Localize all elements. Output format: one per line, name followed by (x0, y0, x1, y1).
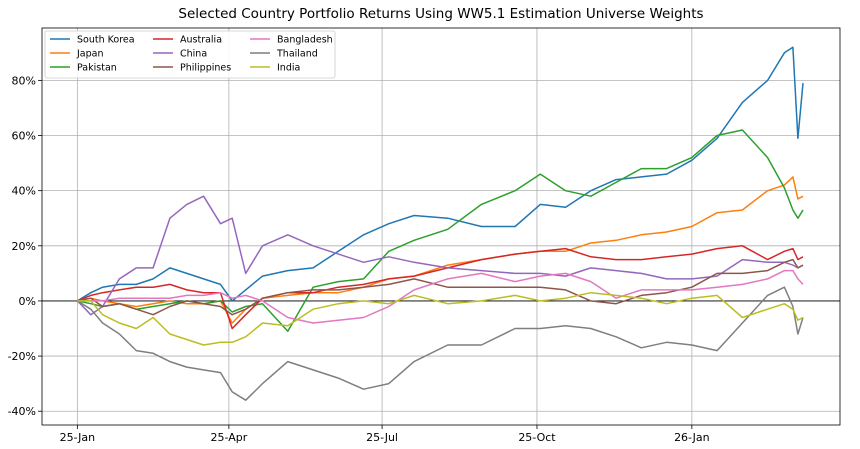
series-line-south-korea (77, 46, 804, 302)
legend-item: China (153, 49, 207, 60)
legend-item: Philippines (153, 63, 231, 74)
x-tick-label: 25-Apr (210, 431, 247, 444)
x-tick-label: 25-Jan (60, 431, 96, 444)
series-line-bangladesh (77, 269, 804, 324)
legend-item: Bangladesh (250, 35, 333, 46)
legend-label: Thailand (276, 49, 318, 60)
y-tick-label: -40% (8, 405, 36, 418)
y-tick-label: 20% (12, 240, 36, 253)
x-tick-label: 26-Jan (674, 431, 710, 444)
series-line-thailand (77, 286, 804, 401)
plot-frame (41, 27, 841, 426)
legend: South Korea Japan Pakistan Australia China Ph… (44, 30, 336, 79)
y-tick-label: 80% (12, 74, 36, 87)
legend-label: Bangladesh (277, 35, 333, 46)
legend-item: Japan (50, 49, 104, 60)
y-tick-label: -20% (8, 350, 36, 363)
y-tick-label: 40% (12, 185, 36, 198)
legend-label: Japan (76, 49, 104, 60)
series-lines (76, 46, 804, 401)
legend-item: Thailand (250, 49, 318, 60)
legend-label: South Korea (77, 35, 135, 46)
legend-label: Philippines (180, 63, 231, 74)
legend-item: South Korea (50, 35, 135, 46)
grid-lines (42, 28, 840, 425)
x-tick-label: 25-Oct (518, 431, 556, 444)
legend-label: Australia (180, 35, 222, 46)
legend-label: Pakistan (77, 63, 117, 74)
y-axis: -40% -20% 0% 20% 40% 60% 80% (8, 74, 42, 418)
series-line-australia (77, 245, 804, 330)
legend-item: Australia (153, 35, 222, 46)
x-tick-label: 25-Jul (366, 431, 398, 444)
legend-label: India (277, 63, 300, 74)
series-line-philippines (77, 258, 804, 316)
series-line-china (76, 195, 804, 316)
y-tick-label: 0% (19, 295, 36, 308)
series-line-india (77, 291, 804, 346)
legend-item: India (250, 63, 300, 74)
legend-label: China (180, 49, 207, 60)
legend-item: Pakistan (50, 63, 117, 74)
series-line-pakistan (77, 129, 804, 333)
x-axis: 25-Jan 25-Apr 25-Jul 25-Oct 26-Jan (60, 425, 710, 444)
chart-title: Selected Country Portfolio Returns Using… (178, 6, 703, 22)
y-tick-label: 60% (12, 130, 36, 143)
